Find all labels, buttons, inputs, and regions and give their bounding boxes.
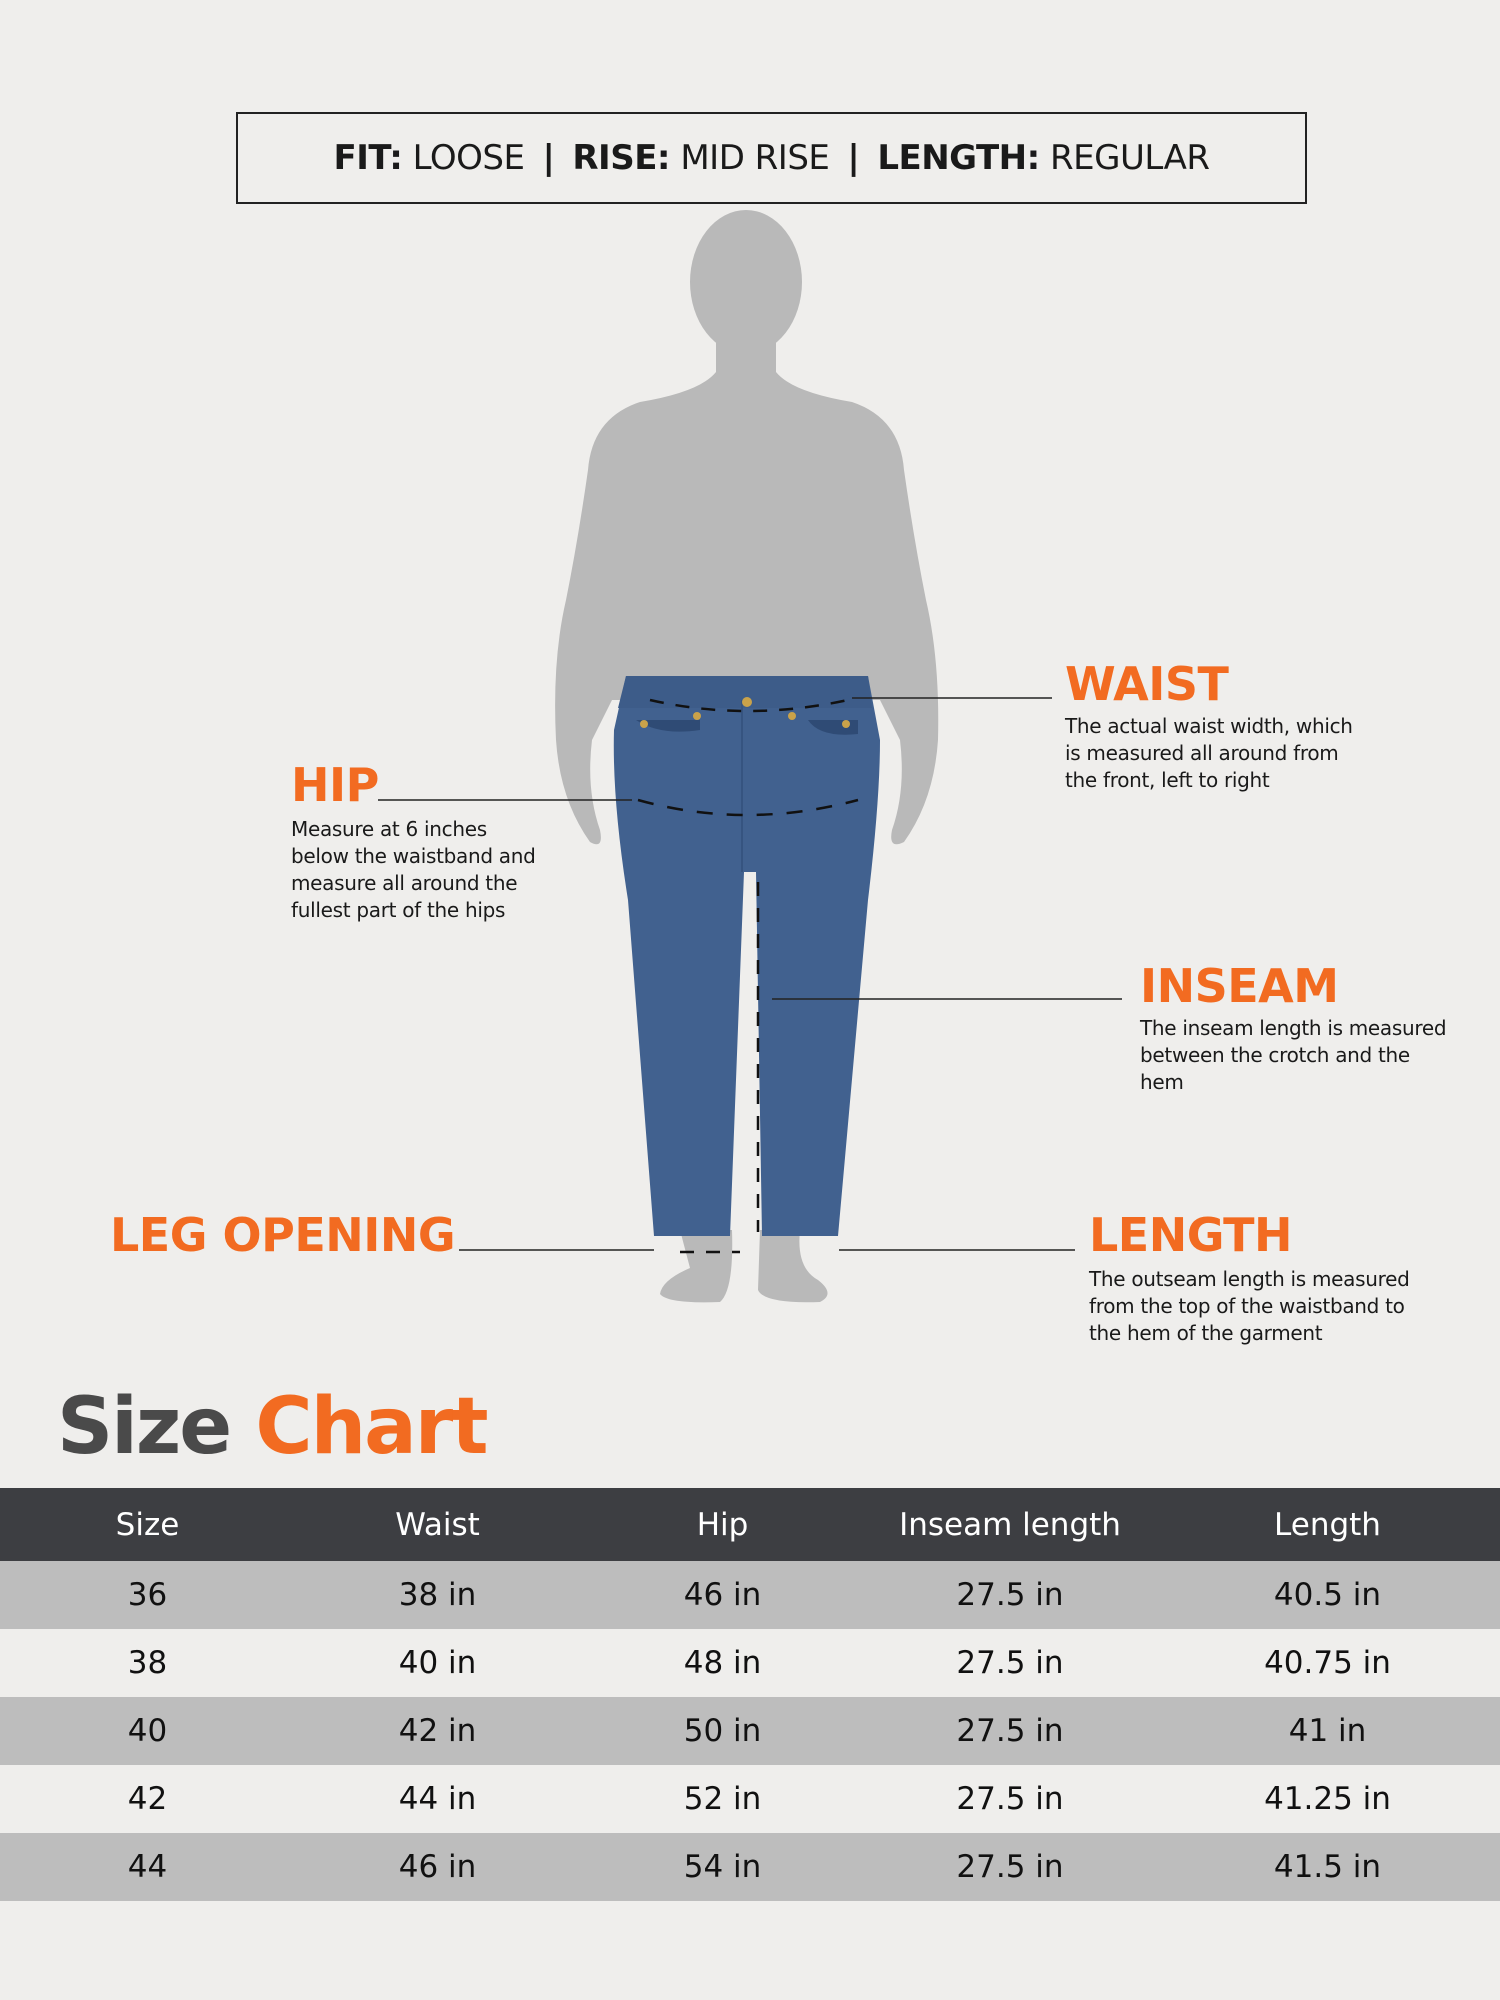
table-cell: 40.5 in xyxy=(1155,1561,1500,1629)
length-value: REGULAR xyxy=(1050,138,1210,178)
inseam-annotation: INSEAM The inseam length is measured bet… xyxy=(1140,959,1447,1096)
table-cell: 38 xyxy=(0,1629,295,1697)
table-cell: 27.5 in xyxy=(865,1697,1155,1765)
length-desc-line: the hem of the garment xyxy=(1089,1321,1323,1345)
length-annotation: LENGTH The outseam length is measured fr… xyxy=(1089,1212,1410,1347)
inseam-desc-line: hem xyxy=(1140,1070,1184,1094)
table-cell: 42 xyxy=(0,1765,295,1833)
length-label: LENGTH: xyxy=(877,138,1040,178)
inseam-desc-line: between the crotch and the xyxy=(1140,1043,1410,1067)
table-cell: 46 in xyxy=(580,1561,865,1629)
table-cell: 38 in xyxy=(295,1561,580,1629)
inseam-desc-line: The inseam length is measured xyxy=(1140,1016,1447,1040)
table-cell: 41 in xyxy=(1155,1697,1500,1765)
waist-desc-line: is measured all around from xyxy=(1065,741,1339,765)
waist-desc-line: The actual waist width, which xyxy=(1065,714,1353,738)
size-chart-title-part2: Chart xyxy=(255,1382,488,1472)
table-cell: 48 in xyxy=(580,1629,865,1697)
hip-desc-line: below the waistband and xyxy=(291,844,536,868)
table-header-row: Size Waist Hip Inseam length Length xyxy=(0,1488,1500,1561)
waist-title: WAIST xyxy=(1065,657,1229,711)
hip-title: HIP xyxy=(291,758,379,812)
table-cell: 40 xyxy=(0,1697,295,1765)
length-desc-line: The outseam length is measured xyxy=(1089,1267,1410,1291)
table-cell: 27.5 in xyxy=(865,1561,1155,1629)
table-cell: 27.5 in xyxy=(865,1765,1155,1833)
size-chart-title: Size Chart xyxy=(57,1388,489,1466)
column-header-waist: Waist xyxy=(295,1488,580,1561)
separator: | xyxy=(847,138,860,178)
table-row: 36 38 in 46 in 27.5 in 40.5 in xyxy=(0,1561,1500,1629)
body-figure-illustration xyxy=(378,210,1122,1303)
hip-annotation: HIP Measure at 6 inches below the waistb… xyxy=(291,762,536,924)
column-header-hip: Hip xyxy=(580,1488,865,1561)
leader-lines xyxy=(378,697,1122,1251)
table-cell: 41.5 in xyxy=(1155,1833,1500,1901)
column-header-size: Size xyxy=(0,1488,295,1561)
table-row: 40 42 in 50 in 27.5 in 41 in xyxy=(0,1697,1500,1765)
rise-label: RISE: xyxy=(572,138,671,178)
body-silhouette xyxy=(555,210,939,1303)
table-cell: 27.5 in xyxy=(865,1833,1155,1901)
hip-desc-line: Measure at 6 inches xyxy=(291,817,487,841)
inseam-title: INSEAM xyxy=(1140,959,1339,1013)
rise-value: MID RISE xyxy=(680,138,830,178)
fit-label: FIT: xyxy=(333,138,403,178)
table-cell: 46 in xyxy=(295,1833,580,1901)
size-chart-table: Size Waist Hip Inseam length Length 36 38… xyxy=(0,1488,1500,1901)
size-chart-title-part1: Size xyxy=(57,1382,232,1472)
table-row: 38 40 in 48 in 27.5 in 40.75 in xyxy=(0,1629,1500,1697)
table-cell: 41.25 in xyxy=(1155,1765,1500,1833)
table-cell: 27.5 in xyxy=(865,1629,1155,1697)
fit-value: LOOSE xyxy=(412,138,525,178)
hip-desc-line: measure all around the xyxy=(291,871,518,895)
leg-opening-title: LEG OPENING xyxy=(110,1208,456,1262)
fit-summary-box: FIT: LOOSE | RISE: MID RISE | LENGTH: RE… xyxy=(236,112,1307,204)
table-cell: 54 in xyxy=(580,1833,865,1901)
separator: | xyxy=(542,138,555,178)
table-cell: 50 in xyxy=(580,1697,865,1765)
column-header-inseam: Inseam length xyxy=(865,1488,1155,1561)
length-desc-line: from the top of the waistband to xyxy=(1089,1294,1405,1318)
table-cell: 40.75 in xyxy=(1155,1629,1500,1697)
table-cell: 42 in xyxy=(295,1697,580,1765)
table-cell: 52 in xyxy=(580,1765,865,1833)
table-cell: 44 xyxy=(0,1833,295,1901)
table-cell: 36 xyxy=(0,1561,295,1629)
waist-annotation: WAIST The actual waist width, which is m… xyxy=(1065,661,1353,794)
hip-desc-line: fullest part of the hips xyxy=(291,898,506,922)
jeans-illustration xyxy=(613,676,880,1254)
length-title: LENGTH xyxy=(1089,1208,1293,1262)
waist-desc-line: the front, left to right xyxy=(1065,768,1270,792)
table-row: 42 44 in 52 in 27.5 in 41.25 in xyxy=(0,1765,1500,1833)
table-cell: 40 in xyxy=(295,1629,580,1697)
table-row: 44 46 in 54 in 27.5 in 41.5 in xyxy=(0,1833,1500,1901)
table-cell: 44 in xyxy=(295,1765,580,1833)
column-header-length: Length xyxy=(1155,1488,1500,1561)
